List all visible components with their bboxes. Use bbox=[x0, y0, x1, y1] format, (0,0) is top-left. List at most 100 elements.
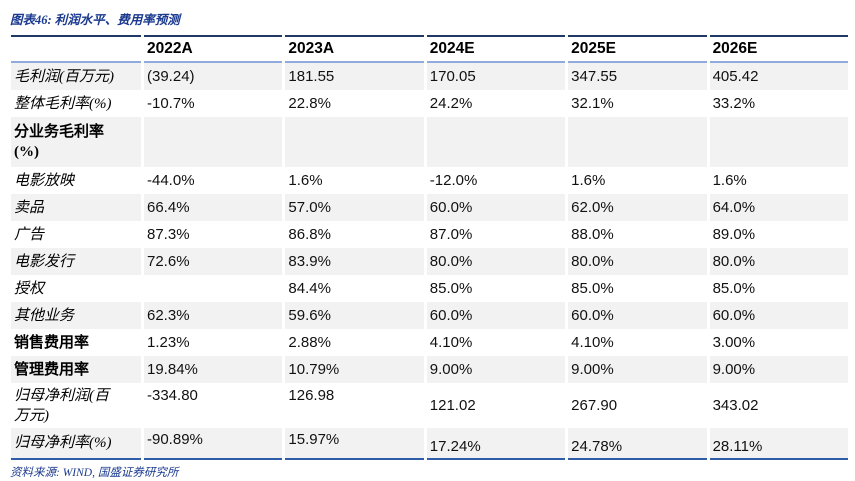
table-cell: 24.2% bbox=[429, 95, 473, 112]
table-cell: 85.0% bbox=[429, 280, 473, 297]
row-label: 授权 bbox=[14, 280, 45, 297]
row-label: 电影发行 bbox=[11, 248, 141, 275]
table-row-film-exhibition: 电影放映 -44.0% 1.6% -12.0% 1.6% 1.6% bbox=[11, 167, 848, 194]
table-cell: 60.0% bbox=[568, 302, 707, 329]
table-row-net-margin: 归母净利率(%) -90.89% 15.97% 17.24% 24.78% 28… bbox=[11, 428, 848, 460]
table-cell: 1.6% bbox=[571, 172, 606, 189]
table-cell: 181.55 bbox=[285, 63, 424, 90]
table-cell: 87.0% bbox=[429, 226, 473, 243]
table-cell: 405.42 bbox=[709, 63, 848, 90]
table-cell: 72.6% bbox=[144, 248, 283, 275]
table-cell: 10.79% bbox=[285, 356, 424, 383]
table-row-gross-margin: 整体毛利率(%) -10.7% 22.8% 24.2% 32.1% 33.2% bbox=[11, 90, 848, 117]
forecast-table: 2022A 2023A 2024E 2025E 2026E 毛利润(百万元) (… bbox=[8, 35, 851, 460]
row-label: 电影放映 bbox=[14, 172, 75, 189]
row-label: 其他业务 bbox=[11, 302, 141, 329]
table-cell: 15.97% bbox=[285, 428, 424, 460]
row-label: 整体毛利率(%) bbox=[14, 95, 112, 112]
table-row-other-business: 其他业务 62.3% 59.6% 60.0% 60.0% 60.0% bbox=[11, 302, 848, 329]
figure-title: 图表46: 利润水平、费用率预测 bbox=[10, 13, 180, 27]
table-cell bbox=[285, 117, 424, 167]
table-cell bbox=[144, 275, 282, 302]
table-cell: 59.6% bbox=[285, 302, 424, 329]
row-label: 卖品 bbox=[11, 194, 141, 221]
table-cell: 89.0% bbox=[712, 226, 756, 243]
table-row-net-profit: 归母净利润(百 万元) -334.80 126.98 121.02 267.90 … bbox=[11, 383, 848, 428]
table-cell: 60.0% bbox=[426, 194, 566, 221]
column-header-2024e: 2024E bbox=[426, 35, 566, 63]
table-row-selling-expense-ratio: 销售费用率 1.23% 2.88% 4.10% 4.10% 3.00% bbox=[11, 329, 848, 356]
table-cell: 4.10% bbox=[571, 334, 614, 351]
table-cell: (39.24) bbox=[144, 63, 283, 90]
row-label: 归母净利润(百 万元) bbox=[14, 387, 109, 424]
table-cell: 84.4% bbox=[288, 280, 331, 297]
row-label: 归母净利率(%) bbox=[11, 428, 141, 460]
table-cell: -12.0% bbox=[429, 172, 478, 189]
table-cell bbox=[709, 117, 848, 167]
table-row-licensing: 授权 84.4% 85.0% 85.0% 85.0% bbox=[11, 275, 848, 302]
table-cell: 347.55 bbox=[568, 63, 707, 90]
column-header-2022a: 2022A bbox=[144, 35, 283, 63]
table-cell: 62.0% bbox=[568, 194, 707, 221]
column-header-2026e: 2026E bbox=[709, 35, 848, 63]
table-cell: 66.4% bbox=[144, 194, 283, 221]
table-cell: 64.0% bbox=[709, 194, 848, 221]
table-cell: 9.00% bbox=[568, 356, 707, 383]
table-cell: 88.0% bbox=[571, 226, 614, 243]
table-cell: 32.1% bbox=[571, 95, 614, 112]
table-cell: 24.78% bbox=[568, 428, 707, 460]
row-label: 管理费用率 bbox=[11, 356, 141, 383]
table-row-advertising: 广告 87.3% 86.8% 87.0% 88.0% 89.0% bbox=[11, 221, 848, 248]
column-header-2023a: 2023A bbox=[285, 35, 424, 63]
source-note: 资料来源: WIND, 国盛证券研究所 bbox=[10, 467, 179, 479]
table-cell: 1.23% bbox=[147, 334, 190, 351]
table-cell: 86.8% bbox=[288, 226, 331, 243]
table-cell: 85.0% bbox=[712, 280, 756, 297]
header-label-cell bbox=[11, 35, 141, 63]
table-cell: 62.3% bbox=[144, 302, 283, 329]
table-row-segment-margin-header: 分业务毛利率 (%) bbox=[11, 117, 848, 167]
table-cell: 57.0% bbox=[285, 194, 424, 221]
row-label: 分业务毛利率 (%) bbox=[11, 117, 141, 167]
table-cell: 19.84% bbox=[144, 356, 283, 383]
table-cell: 9.00% bbox=[426, 356, 566, 383]
table-cell: -10.7% bbox=[147, 95, 195, 112]
header-row: 2022A 2023A 2024E 2025E 2026E bbox=[11, 35, 848, 63]
table-cell: 1.6% bbox=[288, 172, 323, 189]
table-cell: 17.24% bbox=[426, 428, 566, 460]
row-label: 销售费用率 bbox=[14, 334, 90, 351]
table-cell: -44.0% bbox=[147, 172, 195, 189]
table-cell: 267.90 bbox=[571, 397, 618, 414]
table-cell: 60.0% bbox=[709, 302, 848, 329]
table-cell: 33.2% bbox=[712, 95, 756, 112]
table-row-film-distribution: 电影发行 72.6% 83.9% 80.0% 80.0% 80.0% bbox=[11, 248, 848, 275]
table-cell: 3.00% bbox=[712, 334, 756, 351]
table-cell: 2.88% bbox=[288, 334, 331, 351]
table-cell: -334.80 bbox=[147, 387, 198, 404]
table-cell: 121.02 bbox=[429, 397, 476, 414]
table-cell: 9.00% bbox=[709, 356, 848, 383]
table-cell bbox=[568, 117, 707, 167]
row-label: 广告 bbox=[14, 226, 45, 243]
table-cell bbox=[426, 117, 566, 167]
table-cell: -90.89% bbox=[144, 428, 283, 460]
table-cell: 60.0% bbox=[426, 302, 566, 329]
table-cell: 80.0% bbox=[709, 248, 848, 275]
table-cell: 126.98 bbox=[288, 387, 335, 404]
table-row-concessions: 卖品 66.4% 57.0% 60.0% 62.0% 64.0% bbox=[11, 194, 848, 221]
column-header-2025e: 2025E bbox=[568, 35, 707, 63]
table-cell: 85.0% bbox=[571, 280, 614, 297]
table-cell: 4.10% bbox=[429, 334, 473, 351]
row-label: 毛利润(百万元) bbox=[11, 63, 141, 90]
table-row-admin-expense-ratio: 管理费用率 19.84% 10.79% 9.00% 9.00% 9.00% bbox=[11, 356, 848, 383]
table-cell: 87.3% bbox=[147, 226, 190, 243]
table-row-gross-profit: 毛利润(百万元) (39.24) 181.55 170.05 347.55 40… bbox=[11, 63, 848, 90]
table-cell: 22.8% bbox=[288, 95, 331, 112]
report-table-figure: 图表46: 利润水平、费用率预测 2022A 2023A 2024E 2025E… bbox=[0, 9, 855, 480]
table-cell: 80.0% bbox=[568, 248, 707, 275]
table-cell bbox=[144, 117, 283, 167]
table-cell: 343.02 bbox=[712, 397, 759, 414]
table-cell: 83.9% bbox=[285, 248, 424, 275]
table-cell: 1.6% bbox=[712, 172, 747, 189]
table-cell: 80.0% bbox=[426, 248, 566, 275]
